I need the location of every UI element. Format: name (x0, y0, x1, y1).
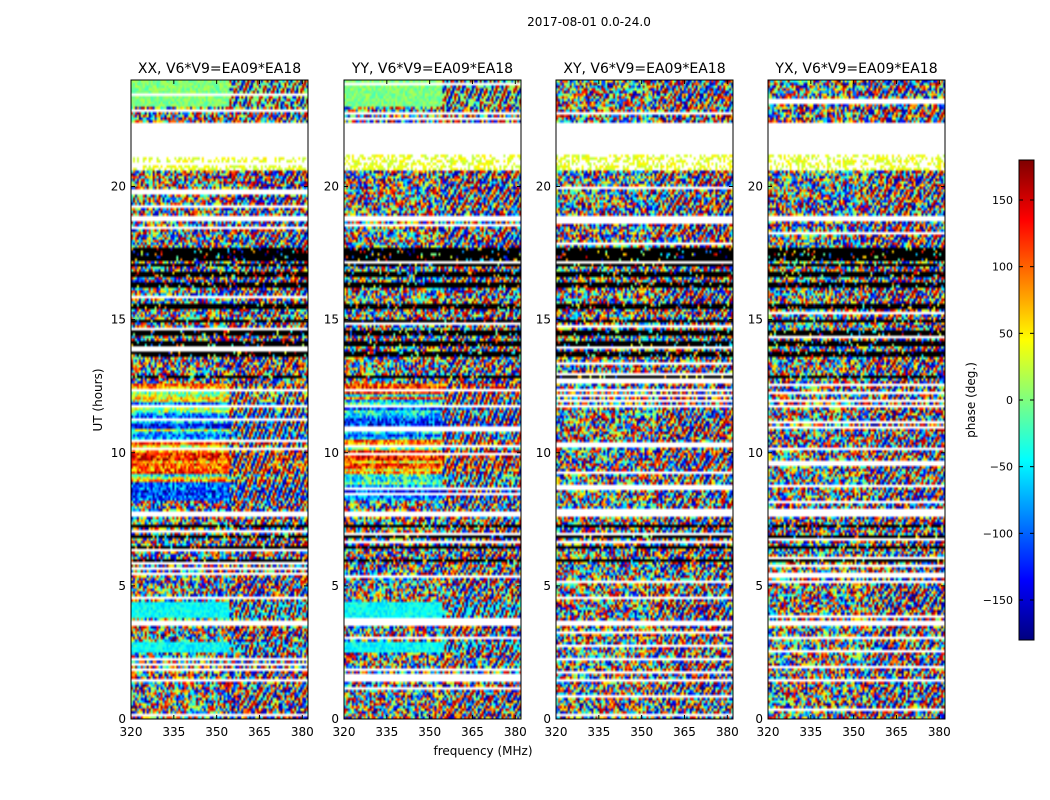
y-tick-label: 15 (536, 313, 551, 327)
y-tick-label: 10 (536, 446, 551, 460)
y-tick-label: 5 (543, 579, 551, 593)
x-tick-label: 320 (120, 725, 143, 739)
colorbar-tick-label: 50 (999, 327, 1013, 340)
colorbar-tick-label: 0 (1006, 394, 1013, 407)
y-tick-label: 20 (111, 180, 126, 194)
x-tick-label: 350 (418, 725, 441, 739)
heatmap-image-yy (344, 80, 521, 719)
panel-yy: YY, V6*V9=EA09*EA18 320 335 350 365 380 0 5 10 15… (324, 61, 527, 739)
x-tick-label: 320 (545, 725, 568, 739)
x-tick-label: 335 (162, 725, 185, 739)
panel-frame (130, 79, 309, 720)
colorbar: 150 100 50 0 −50 −100 −150 (983, 159, 1035, 641)
x-tick-label: 320 (333, 725, 356, 739)
y-tick-label: 15 (324, 313, 339, 327)
panel-frame (555, 79, 734, 720)
y-tick-label: 0 (331, 712, 339, 726)
panel-frame (767, 79, 946, 720)
x-tick-label: 380 (504, 725, 527, 739)
x-tick-label: 365 (248, 725, 271, 739)
x-tick-label: 350 (630, 725, 653, 739)
y-tick-label: 10 (748, 446, 763, 460)
colorbar-tick-label: −150 (983, 594, 1013, 607)
colorbar-label: phase (deg.) (964, 362, 978, 438)
panels-group: XX, V6*V9=EA09*EA18 320 335 350 365 380 0 5 10 15… (111, 61, 951, 739)
y-tick-label: 15 (748, 313, 763, 327)
x-tick-label: 365 (673, 725, 696, 739)
y-tick-label: 0 (543, 712, 551, 726)
figure-suptitle: 2017-08-01 0.0-24.0 (527, 15, 651, 29)
y-tick-label: 20 (536, 180, 551, 194)
panel-xy: XY, V6*V9=EA09*EA18 320 335 350 365 380 0 5 10 15… (536, 61, 739, 739)
heatmap-image-yx (768, 80, 945, 719)
colorbar-tick-label: −100 (983, 527, 1013, 540)
x-tick-label: 335 (587, 725, 610, 739)
panel-title: XY, V6*V9=EA09*EA18 (563, 61, 725, 77)
panel-frame (343, 79, 522, 720)
x-axis-label: frequency (MHz) (433, 744, 532, 758)
x-tick-label: 335 (799, 725, 822, 739)
x-tick-label: 380 (291, 725, 314, 739)
x-tick-label: 320 (757, 725, 780, 739)
y-tick-label: 0 (755, 712, 763, 726)
colorbar-tick-label: −50 (990, 461, 1013, 474)
y-tick-label: 15 (111, 313, 126, 327)
x-tick-label: 350 (205, 725, 228, 739)
panel-title: YX, V6*V9=EA09*EA18 (774, 61, 937, 77)
x-tick-label: 350 (842, 725, 865, 739)
y-axis-label: UT (hours) (91, 368, 105, 431)
panel-yx: YX, V6*V9=EA09*EA18 320 335 350 365 380 0 5 10 15… (748, 61, 951, 739)
x-tick-label: 380 (716, 725, 739, 739)
y-tick-label: 5 (118, 579, 126, 593)
y-tick-label: 5 (331, 579, 339, 593)
heatmap-image-xx (131, 80, 308, 719)
x-tick-label: 335 (375, 725, 398, 739)
y-tick-label: 20 (324, 180, 339, 194)
y-tick-label: 20 (748, 180, 763, 194)
heatmap-image-xy (556, 80, 733, 719)
panel-title: YY, V6*V9=EA09*EA18 (351, 61, 513, 77)
x-tick-label: 365 (885, 725, 908, 739)
x-tick-label: 365 (461, 725, 484, 739)
y-tick-label: 10 (111, 446, 126, 460)
x-tick-label: 380 (928, 725, 951, 739)
y-tick-label: 5 (755, 579, 763, 593)
y-tick-label: 0 (118, 712, 126, 726)
colorbar-tick-label: 100 (992, 261, 1013, 274)
panel-title: XX, V6*V9=EA09*EA18 (138, 61, 301, 77)
colorbar-tick-label: 150 (992, 194, 1013, 207)
panel-xx: XX, V6*V9=EA09*EA18 320 335 350 365 380 0 5 10 15… (111, 61, 314, 739)
y-tick-label: 10 (324, 446, 339, 460)
